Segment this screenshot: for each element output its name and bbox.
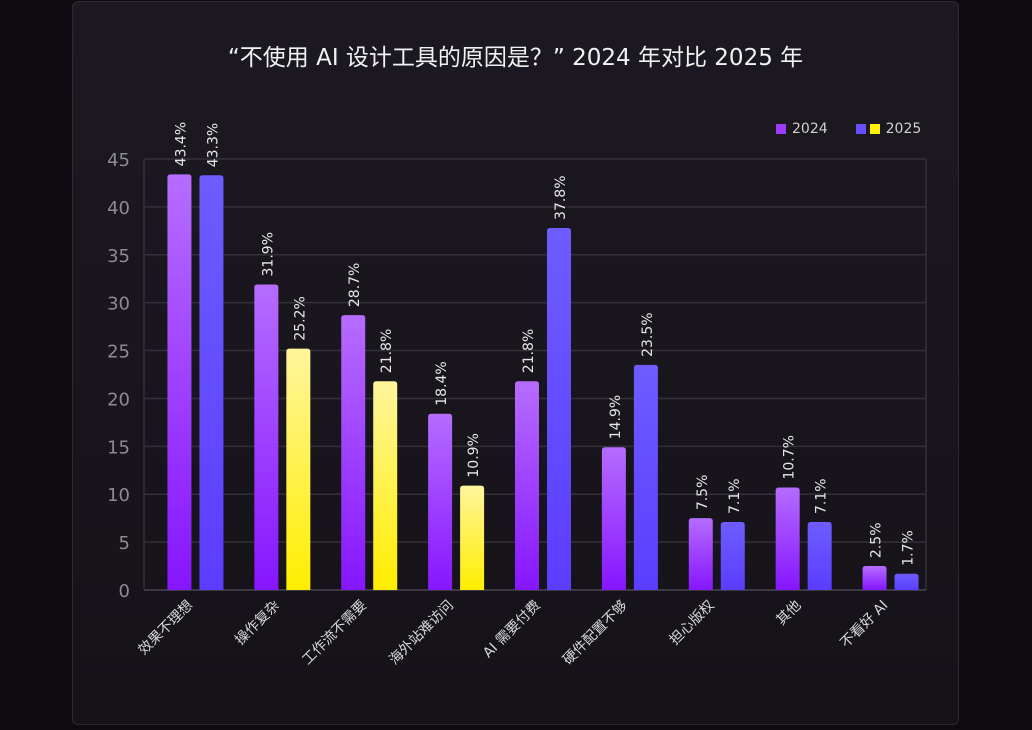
x-tick-label: 担心版权 bbox=[667, 598, 718, 649]
data-label: 18.4% bbox=[434, 361, 450, 405]
bar-2024 bbox=[688, 518, 713, 590]
data-label: 21.8% bbox=[379, 329, 395, 373]
chart-title: “不使用 AI 设计工具的原因是？” 2024 年对比 2025 年 bbox=[227, 45, 804, 71]
x-tick-label: 效果不理想 bbox=[135, 598, 196, 659]
bar-2024 bbox=[167, 174, 192, 590]
bar-2024 bbox=[515, 381, 539, 590]
x-tick-label: AI 需要付费 bbox=[480, 598, 544, 662]
bar-2024 bbox=[862, 566, 887, 590]
x-tick-label: 不看好 AI bbox=[838, 598, 892, 652]
x-tick-label: 海外站难访问 bbox=[386, 598, 457, 669]
data-label: 7.1% bbox=[814, 478, 830, 514]
data-label: 43.3% bbox=[205, 123, 221, 167]
legend-label-2025: 2025 bbox=[885, 121, 922, 137]
x-tick-label: 硬件配置不够 bbox=[560, 598, 631, 669]
data-label: 7.1% bbox=[727, 478, 743, 514]
legend-swatch-2025-highlight bbox=[869, 124, 880, 134]
data-label: 31.9% bbox=[260, 232, 276, 276]
bar-2024 bbox=[775, 487, 800, 590]
data-label: 21.8% bbox=[521, 329, 537, 373]
bar-2024 bbox=[341, 315, 366, 590]
legend-label-2024: 2024 bbox=[792, 121, 828, 137]
bar-2025 bbox=[547, 227, 571, 590]
data-label: 10.9% bbox=[466, 433, 482, 477]
bar-2025 bbox=[460, 485, 485, 590]
bar-2024 bbox=[428, 413, 453, 590]
x-tick-label: 工作流不需要 bbox=[299, 598, 370, 669]
y-tick-label: 10 bbox=[107, 485, 130, 506]
bar-2025 bbox=[199, 175, 224, 590]
legend-swatch-2025 bbox=[855, 124, 866, 134]
bar-2024 bbox=[601, 447, 626, 590]
data-label: 1.7% bbox=[901, 530, 917, 566]
y-tick-label: 5 bbox=[119, 533, 130, 554]
bar-2024 bbox=[254, 284, 279, 590]
bar-2025 bbox=[720, 521, 745, 590]
data-label: 25.2% bbox=[292, 296, 308, 340]
data-label: 28.7% bbox=[347, 263, 363, 307]
bar-2025 bbox=[633, 364, 658, 590]
y-tick-label: 15 bbox=[107, 437, 130, 458]
bar-2025 bbox=[286, 348, 311, 590]
y-tick-label: 20 bbox=[107, 389, 130, 410]
bar-2025 bbox=[807, 521, 832, 590]
x-tick-label: 操作复杂 bbox=[232, 597, 284, 649]
bar-2025 bbox=[894, 573, 919, 590]
y-tick-label: 30 bbox=[107, 294, 130, 315]
data-label: 14.9% bbox=[608, 395, 624, 439]
y-tick-label: 0 bbox=[119, 581, 130, 602]
legend-swatch-2024 bbox=[776, 124, 786, 134]
bar-2025 bbox=[373, 381, 398, 590]
data-label: 37.8% bbox=[553, 175, 569, 219]
data-label: 2.5% bbox=[869, 522, 885, 558]
data-label: 7.5% bbox=[695, 475, 711, 511]
data-label: 10.7% bbox=[782, 435, 798, 479]
x-tick-label: 其他 bbox=[773, 598, 804, 629]
y-tick-label: 45 bbox=[107, 150, 130, 171]
y-tick-label: 35 bbox=[107, 246, 130, 267]
legend: 2024 2025 bbox=[776, 121, 921, 137]
y-tick-label: 40 bbox=[107, 198, 130, 219]
y-tick-label: 25 bbox=[107, 342, 130, 363]
data-label: 43.4% bbox=[173, 122, 189, 166]
data-label: 23.5% bbox=[640, 312, 656, 356]
